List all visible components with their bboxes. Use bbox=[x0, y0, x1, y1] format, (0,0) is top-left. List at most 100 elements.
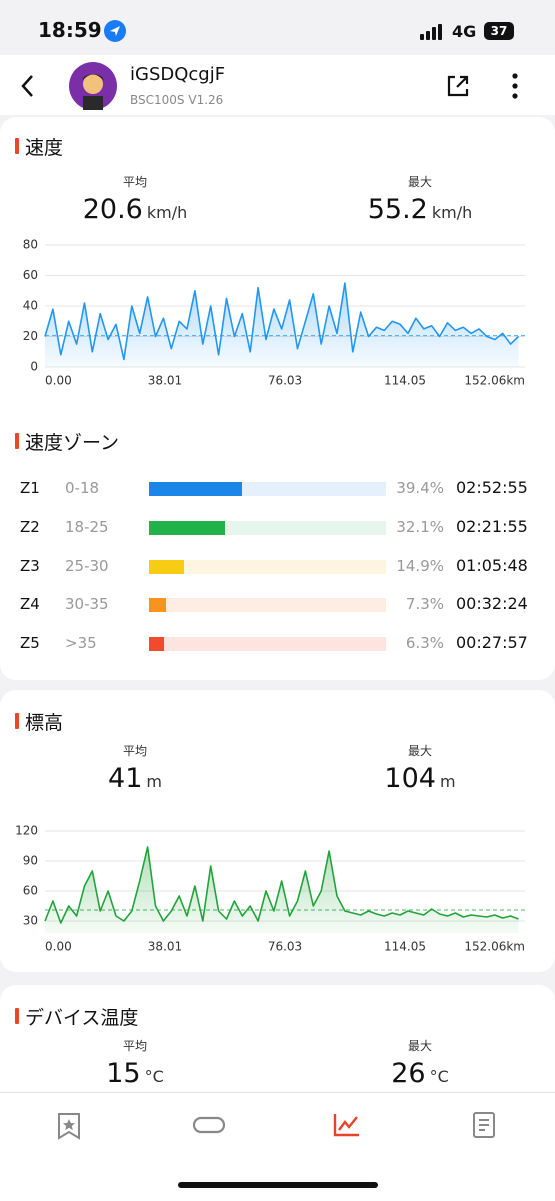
zone-name: Z5 bbox=[20, 634, 40, 653]
zone-track bbox=[149, 598, 386, 613]
tab-highlights[interactable] bbox=[56, 1112, 82, 1140]
value: 26 bbox=[391, 1058, 426, 1089]
stat-avg: 平均 20.6 km/h bbox=[25, 173, 245, 225]
x-tick-label: 38.01 bbox=[148, 940, 182, 954]
zone-percent: 39.4% bbox=[396, 479, 444, 497]
zone-time: 01:05:48 bbox=[456, 555, 528, 575]
section-marker bbox=[15, 138, 19, 154]
tab-records[interactable] bbox=[472, 1111, 496, 1139]
unit: km/h bbox=[146, 203, 188, 222]
stat-label: 平均 bbox=[122, 744, 147, 758]
y-tick-label: 20 bbox=[23, 329, 38, 343]
y-tick-label: 30 bbox=[23, 914, 38, 928]
data-line bbox=[44, 282, 520, 361]
zone-name: Z1 bbox=[20, 479, 40, 497]
device-model: BSC100S V1.26 bbox=[130, 93, 224, 107]
share-button[interactable] bbox=[445, 73, 471, 99]
zone-time: 02:52:55 bbox=[456, 478, 528, 497]
section-marker bbox=[15, 713, 19, 729]
zone-track bbox=[149, 559, 386, 574]
x-tick-label: 152.06km bbox=[464, 374, 525, 388]
zone-percent: 14.9% bbox=[396, 556, 444, 575]
zone-time: 00:27:57 bbox=[456, 633, 528, 653]
speed-chart: 0 20 40 60 80 0.00 38.01 76.03 114.05 152.06km bbox=[23, 238, 525, 388]
stat-value: 26 °C bbox=[310, 1058, 530, 1089]
data-line bbox=[44, 846, 519, 924]
unit: km/h bbox=[431, 203, 473, 222]
x-tick-label: 114.05 bbox=[384, 374, 426, 388]
stat-max: 最大 55.2 km/h bbox=[310, 173, 530, 225]
value: 55.2 bbox=[367, 194, 428, 225]
section-marker bbox=[15, 433, 19, 449]
zone-name: Z3 bbox=[20, 556, 40, 575]
zone-range: 25-30 bbox=[65, 556, 109, 575]
section-title: デバイス温度 bbox=[25, 1007, 139, 1029]
battery: 37 bbox=[484, 22, 514, 40]
stat-value: 104 m bbox=[310, 763, 530, 794]
stat-value: 20.6 km/h bbox=[25, 194, 245, 225]
section-title: 速度 bbox=[25, 137, 64, 159]
speed-card bbox=[0, 117, 555, 680]
zone-time: 02:21:55 bbox=[456, 516, 528, 536]
y-tick-label: 60 bbox=[23, 268, 38, 282]
zone-bar bbox=[149, 637, 164, 652]
zone-range: 30-35 bbox=[65, 595, 109, 614]
x-tick-label: 38.01 bbox=[148, 374, 182, 388]
network-label: 4G bbox=[452, 22, 477, 41]
x-tick-label: 76.03 bbox=[268, 940, 302, 954]
status-time: 18:59 bbox=[38, 18, 102, 42]
y-tick-label: 90 bbox=[23, 854, 38, 868]
x-tick-label: 0.00 bbox=[45, 940, 72, 954]
unit: °C bbox=[429, 1067, 449, 1086]
battery-level: 37 bbox=[490, 24, 508, 38]
stat-label: 最大 bbox=[407, 744, 432, 758]
zone-range: >35 bbox=[65, 634, 97, 653]
zone-time: 00:32:24 bbox=[456, 594, 528, 614]
section-title: 標高 bbox=[25, 712, 64, 734]
section-marker bbox=[15, 1008, 19, 1024]
stat-label: 最大 bbox=[407, 1039, 432, 1053]
x-tick-label: 0.00 bbox=[45, 374, 72, 388]
y-tick-label: 40 bbox=[23, 299, 38, 313]
elevation-chart: 30 60 90 120 0.00 38.01 76.03 114.05 152.06km bbox=[15, 824, 525, 954]
zone-bar bbox=[149, 520, 226, 535]
area-fill bbox=[45, 847, 519, 933]
unit: m bbox=[146, 772, 162, 791]
zone-percent: 32.1% bbox=[396, 517, 444, 536]
stat-label: 平均 bbox=[122, 175, 147, 189]
value: 15 bbox=[106, 1058, 141, 1089]
avatar bbox=[69, 62, 117, 110]
zone-name: Z4 bbox=[20, 595, 40, 614]
unit: °C bbox=[144, 1067, 164, 1086]
home-indicator bbox=[178, 1182, 378, 1188]
tab-device[interactable] bbox=[192, 1115, 226, 1135]
zone-bar bbox=[149, 482, 243, 496]
zone-name: Z2 bbox=[20, 517, 40, 536]
zone-track bbox=[149, 637, 386, 652]
back-button[interactable] bbox=[18, 74, 38, 98]
stat-value: 55.2 km/h bbox=[310, 194, 530, 225]
section-title: 速度ゾーン bbox=[25, 432, 120, 454]
x-tick-label: 76.03 bbox=[268, 374, 302, 388]
stat-avg: 平均 15 °C bbox=[25, 1037, 245, 1089]
stat-value: 41 m bbox=[25, 763, 245, 794]
y-tick-label: 0 bbox=[30, 360, 38, 374]
device-name: iGSDQcgjF bbox=[130, 64, 226, 85]
stat-label: 平均 bbox=[122, 1039, 147, 1053]
zone-range: 18-25 bbox=[65, 517, 109, 536]
stat-avg: 平均 41 m bbox=[25, 742, 245, 794]
area-fill bbox=[45, 283, 519, 367]
more-button[interactable] bbox=[508, 72, 522, 100]
y-tick-label: 60 bbox=[23, 884, 38, 898]
zone-percent: 6.3% bbox=[405, 634, 444, 653]
zone-range: 0-18 bbox=[65, 479, 100, 497]
zone-bar bbox=[149, 598, 167, 613]
stat-max: 最大 26 °C bbox=[310, 1037, 530, 1089]
tab-analysis-active[interactable] bbox=[333, 1112, 361, 1138]
x-tick-label: 114.05 bbox=[384, 940, 426, 954]
y-tick-label: 80 bbox=[23, 238, 38, 252]
zone-bar bbox=[149, 559, 185, 574]
signal-icon bbox=[420, 24, 442, 40]
location-icon bbox=[104, 20, 126, 42]
